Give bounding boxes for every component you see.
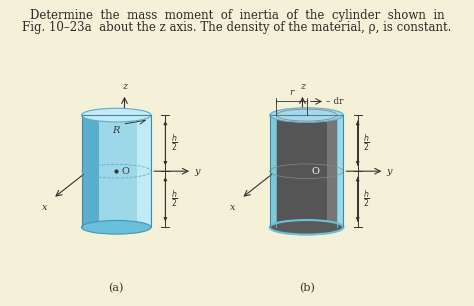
Text: $\frac{h}{2}$: $\frac{h}{2}$	[363, 188, 370, 210]
Ellipse shape	[82, 220, 151, 234]
Text: x: x	[42, 203, 47, 212]
Polygon shape	[337, 115, 343, 227]
Ellipse shape	[82, 108, 151, 122]
Text: z: z	[300, 82, 305, 91]
Ellipse shape	[270, 108, 343, 122]
Text: x: x	[230, 203, 236, 212]
Text: Fig. 10–23a  about the z axis. The density of the material, ρ, is constant.: Fig. 10–23a about the z axis. The densit…	[22, 21, 452, 34]
Text: z: z	[122, 82, 127, 91]
Text: – dr: – dr	[326, 97, 344, 106]
Text: (b): (b)	[299, 283, 315, 293]
Text: (a): (a)	[109, 283, 124, 293]
Polygon shape	[99, 115, 151, 227]
Text: R: R	[112, 126, 119, 135]
Text: Determine  the  mass  moment  of  inertia  of  the  cylinder  shown  in: Determine the mass moment of inertia of …	[30, 9, 444, 22]
Polygon shape	[137, 115, 151, 227]
Text: O: O	[311, 167, 319, 176]
Text: $\frac{h}{2}$: $\frac{h}{2}$	[171, 132, 178, 154]
Polygon shape	[270, 115, 276, 227]
Polygon shape	[82, 115, 99, 227]
Text: y: y	[386, 167, 392, 176]
Text: $\frac{h}{2}$: $\frac{h}{2}$	[363, 132, 370, 154]
Ellipse shape	[270, 220, 343, 235]
Text: r: r	[289, 88, 293, 97]
Text: $\frac{h}{2}$: $\frac{h}{2}$	[171, 188, 178, 210]
Polygon shape	[270, 115, 327, 227]
Text: y: y	[194, 167, 200, 176]
Text: O: O	[121, 167, 129, 176]
Polygon shape	[327, 115, 343, 227]
